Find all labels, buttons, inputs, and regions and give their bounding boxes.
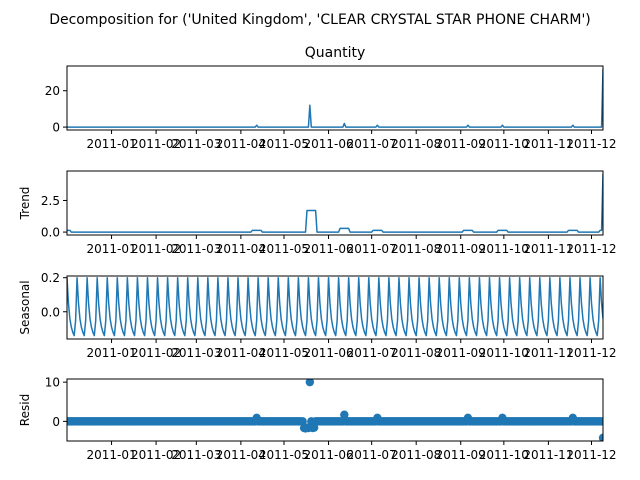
trend-xtick-label: 2011-02 — [131, 242, 181, 256]
trend-xtick-label: 2011-07 — [347, 242, 397, 256]
quantity-ytick-label: 20 — [45, 84, 60, 98]
seasonal-ytick-label: 0.0 — [41, 305, 60, 319]
quantity-axes-frame — [66, 65, 604, 131]
quantity-xtick-label: 2011-12 — [566, 137, 616, 151]
seasonal-xtick-label: 2011-04 — [216, 346, 266, 360]
resid-xtick-label: 2011-01 — [86, 448, 136, 462]
seasonal-xtick-label: 2011-09 — [436, 346, 486, 360]
resid-axes-frame — [66, 378, 604, 442]
trend-xtick-label: 2011-04 — [216, 242, 266, 256]
trend-ytick-label: 0.0 — [41, 226, 60, 240]
resid-ytick-label: 10 — [45, 376, 60, 390]
resid-xtick-label: 2011-02 — [131, 448, 181, 462]
resid-xtick-label: 2011-08 — [391, 448, 441, 462]
trend-series-line — [67, 173, 603, 233]
quantity-xtick-label: 2011-09 — [436, 137, 486, 151]
quantity-xtick-label: 2011-01 — [86, 137, 136, 151]
trend-ytick-label: 2.5 — [41, 194, 60, 208]
resid-point — [298, 417, 307, 426]
trend-marks — [67, 173, 603, 233]
trend-xtick-label: 2011-01 — [86, 242, 136, 256]
trend-xtick-label: 2011-06 — [303, 242, 353, 256]
quantity-xtick-label: 2011-08 — [391, 137, 441, 151]
trend-xtick-label: 2011-08 — [391, 242, 441, 256]
subplot-panels: Quantity0202011-012011-022011-032011-042… — [18, 45, 617, 462]
resid-point — [597, 417, 603, 426]
resid-xtick-label: 2011-04 — [216, 448, 266, 462]
resid-xtick-label: 2011-05 — [259, 448, 309, 462]
trend-panel: Trend0.02.52011-012011-022011-032011-042… — [18, 170, 617, 256]
resid-xtick-label: 2011-09 — [436, 448, 486, 462]
trend-xtick-label: 2011-05 — [259, 242, 309, 256]
quantity-xtick-label: 2011-06 — [303, 137, 353, 151]
resid-point — [598, 433, 603, 441]
resid-ylabel: Resid — [18, 394, 32, 426]
figure-suptitle: Decomposition for ('United Kingdom', 'CL… — [49, 12, 591, 28]
seasonal-series-line — [67, 276, 603, 337]
resid-point — [309, 423, 319, 432]
seasonal-axes-frame — [66, 275, 604, 340]
seasonal-xtick-label: 2011-07 — [347, 346, 397, 360]
trend-xtick-label: 2011-10 — [479, 242, 529, 256]
seasonal-xtick-label: 2011-11 — [523, 346, 573, 360]
quantity-xtick-label: 2011-11 — [523, 137, 573, 151]
quantity-ytick-label: 0 — [52, 121, 60, 135]
seasonal-xtick-label: 2011-01 — [86, 346, 136, 360]
resid-xtick-label: 2011-07 — [347, 448, 397, 462]
resid-xtick-label: 2011-11 — [523, 448, 573, 462]
quantity-xtick-label: 2011-05 — [259, 137, 309, 151]
seasonal-marks — [67, 276, 603, 337]
resid-xtick-label: 2011-03 — [171, 448, 221, 462]
seasonal-xtick-label: 2011-12 — [566, 346, 616, 360]
seasonal-ylabel: Seasonal — [18, 280, 32, 334]
trend-xtick-label: 2011-12 — [566, 242, 616, 256]
quantity-xtick-label: 2011-03 — [171, 137, 221, 151]
resid-xtick-label: 2011-12 — [566, 448, 616, 462]
trend-xtick-label: 2011-03 — [171, 242, 221, 256]
seasonal-xtick-label: 2011-08 — [391, 346, 441, 360]
seasonal-ytick-label: 0.2 — [41, 271, 60, 285]
seasonal-panel: Seasonal 0.00.22011-012011-022011-032011-… — [18, 271, 617, 360]
seasonal-xtick-label: 2011-10 — [479, 346, 529, 360]
quantity-title: Quantity — [305, 45, 366, 61]
resid-point — [340, 410, 349, 419]
trend-axes-frame — [66, 170, 604, 236]
seasonal-xtick-label: 2011-06 — [303, 346, 353, 360]
resid-xtick-label: 2011-06 — [303, 448, 353, 462]
quantity-xtick-label: 2011-04 — [216, 137, 266, 151]
trend-ylabel: Trend — [18, 187, 32, 221]
resid-panel: Resid 0102011-012011-022011-032011-042011… — [18, 376, 617, 462]
quantity-xtick-label: 2011-02 — [131, 137, 181, 151]
trend-xtick-label: 2011-11 — [523, 242, 573, 256]
seasonal-xtick-label: 2011-02 — [131, 346, 181, 360]
quantity-xtick-label: 2011-07 — [347, 137, 397, 151]
resid-marks — [67, 379, 603, 441]
resid-ytick-label: 0 — [52, 415, 60, 429]
trend-xtick-label: 2011-09 — [436, 242, 486, 256]
quantity-xtick-label: 2011-10 — [479, 137, 529, 151]
quantity-series-line — [67, 68, 603, 128]
quantity-panel: Quantity0202011-012011-022011-032011-042… — [45, 45, 617, 151]
quantity-marks — [67, 68, 603, 128]
resid-xtick-label: 2011-10 — [479, 448, 529, 462]
seasonal-xtick-label: 2011-05 — [259, 346, 309, 360]
resid-point — [305, 379, 315, 387]
seasonal-xtick-label: 2011-03 — [171, 346, 221, 360]
